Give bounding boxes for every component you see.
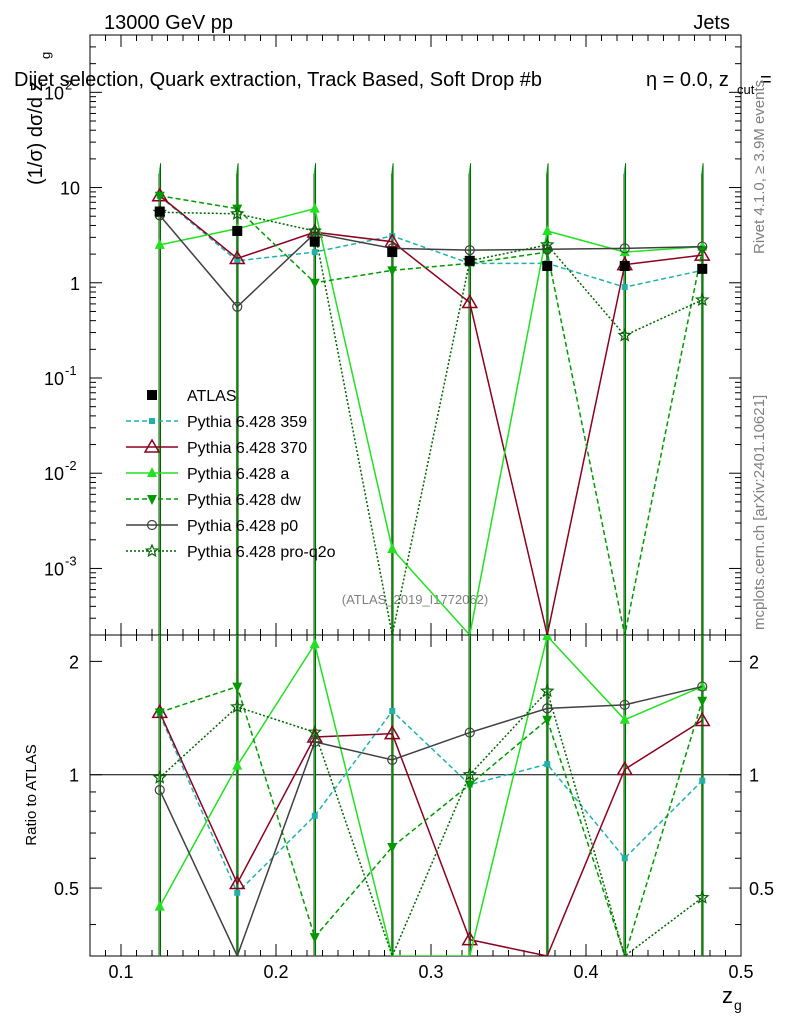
- data-point: [387, 543, 397, 553]
- atlas-point: [232, 226, 242, 236]
- legend-label: Pythia 6.428 pro-q2o: [187, 544, 336, 561]
- y-tick-label: 10 -3: [44, 553, 77, 579]
- legend-item: Pythia 6.428 dw: [126, 492, 301, 509]
- y-tick-base: 1: [70, 274, 80, 294]
- y-tick-label: 1: [70, 274, 80, 294]
- y-tick-label: 10: [60, 179, 80, 199]
- legend-marker: [147, 495, 157, 505]
- ratio-point: [312, 813, 318, 819]
- ratio-point: [622, 855, 628, 861]
- data-point: [310, 279, 320, 289]
- ratio-point: [232, 683, 242, 693]
- legend-item: Pythia 6.428 359: [126, 414, 307, 431]
- atlas-point: [387, 247, 397, 257]
- ratio-series-line: [160, 691, 703, 956]
- x-tick-label: 0.4: [573, 962, 598, 982]
- atlas-point: [542, 261, 552, 271]
- legend-marker: [149, 418, 155, 424]
- ratio-point: [697, 697, 707, 707]
- jets-label: Jets: [693, 12, 730, 34]
- analysis-watermark: (ATLAS_2019_I1772062): [342, 592, 488, 607]
- y-tick-base: 10: [44, 464, 64, 484]
- ratio-point: [544, 761, 550, 767]
- series-line: [160, 196, 703, 287]
- ratio-point: [542, 716, 552, 726]
- y-tick-base: 10: [44, 369, 64, 389]
- ratio-ylabel: Ratio to ATLAS: [23, 744, 40, 845]
- atlas-point: [310, 237, 320, 247]
- energy-label: 13000 GeV pp: [104, 12, 233, 34]
- x-tick-label: 0.5: [728, 962, 753, 982]
- ratio-series-line: [160, 687, 703, 956]
- ratio-point: [234, 890, 240, 896]
- subtitle-eta: η = 0.0, z: [646, 69, 729, 91]
- legend-marker: [147, 390, 157, 400]
- legend-label: Pythia 6.428 370: [187, 440, 307, 457]
- ratio-tick-label-right: 2: [749, 652, 759, 672]
- atlas-point: [697, 264, 707, 274]
- x-tick-label: 0.3: [418, 962, 443, 982]
- x-label-sub: g: [734, 997, 742, 1013]
- legend-marker: [147, 467, 157, 477]
- y-tick-exp: 2: [65, 77, 72, 92]
- y-tick-label: 10 -2: [44, 458, 77, 484]
- ratio-panel: 0.1 0.2 0.3 0.4 0.5 0.5 0.5 1 1 2 2: [54, 630, 774, 982]
- y-tick-label: 10 -1: [44, 363, 77, 389]
- chart: 13000 GeV pp Jets Dijet selection, Quark…: [0, 0, 786, 1024]
- x-tick-label: 0.1: [108, 962, 133, 982]
- legend-label: Pythia 6.428 a: [187, 466, 289, 483]
- legend-item: Pythia 6.428 370: [126, 440, 307, 457]
- ratio-tick-label: 1: [69, 766, 79, 786]
- ratio-point: [310, 638, 320, 648]
- y-tick-base: 10: [44, 83, 64, 103]
- plot-subtitle: Dijet selection, Quark extraction, Track…: [14, 69, 772, 97]
- ratio-tick-label-right: 1: [749, 766, 759, 786]
- mcplots-note: mcplots.cern.ch [arXiv:2401.10621]: [751, 395, 768, 630]
- data-point: [312, 249, 318, 255]
- data-point: [542, 225, 552, 235]
- ratio-point: [155, 901, 165, 911]
- x-axis-label: z g: [722, 983, 742, 1013]
- y-tick-exp: -2: [65, 458, 77, 473]
- y-tick-base: 10: [44, 559, 64, 579]
- atlas-point: [465, 256, 475, 266]
- legend-label: Pythia 6.428 p0: [187, 518, 298, 535]
- main-ylabel-sub: g: [38, 52, 53, 59]
- y-tick-base: 10: [60, 179, 80, 199]
- x-label-z: z: [722, 983, 733, 1008]
- legend-marker: [145, 440, 159, 452]
- legend-label: Pythia 6.428 359: [187, 414, 307, 431]
- data-point: [622, 284, 628, 290]
- main-panel: 10-310-210 -111010 2: [44, 35, 741, 635]
- legend-item: Pythia 6.428 a: [126, 466, 289, 483]
- legend-label: ATLAS: [187, 388, 237, 405]
- legend-item: Pythia 6.428 pro-q2o: [126, 544, 336, 561]
- subtitle-main: Dijet selection, Quark extraction, Track…: [14, 69, 542, 91]
- ratio-point: [310, 933, 320, 943]
- atlas-point: [155, 207, 165, 217]
- y-tick-exp: -1: [65, 363, 77, 378]
- legend-item: Pythia 6.428 p0: [126, 518, 298, 535]
- ratio-tick-label-right: 0.5: [749, 879, 774, 899]
- ratio-series-line: [160, 712, 703, 956]
- ratio-series-line: [160, 687, 703, 956]
- x-tick-label: 0.2: [263, 962, 288, 982]
- y-tick-exp: -3: [65, 553, 77, 568]
- rivet-note: Rivet 4.1.0, ≥ 3.9M events: [751, 80, 768, 254]
- data-point: [310, 203, 320, 213]
- ratio-tick-label: 0.5: [54, 879, 79, 899]
- ratio-point: [389, 708, 395, 714]
- ratio-tick-label: 2: [69, 652, 79, 672]
- atlas-point: [620, 261, 630, 271]
- legend-label: Pythia 6.428 dw: [187, 492, 301, 509]
- legend: ATLAS Pythia 6.428 359 Pythia 6.428 370 Pyt…: [126, 388, 336, 561]
- ratio-point: [699, 778, 705, 784]
